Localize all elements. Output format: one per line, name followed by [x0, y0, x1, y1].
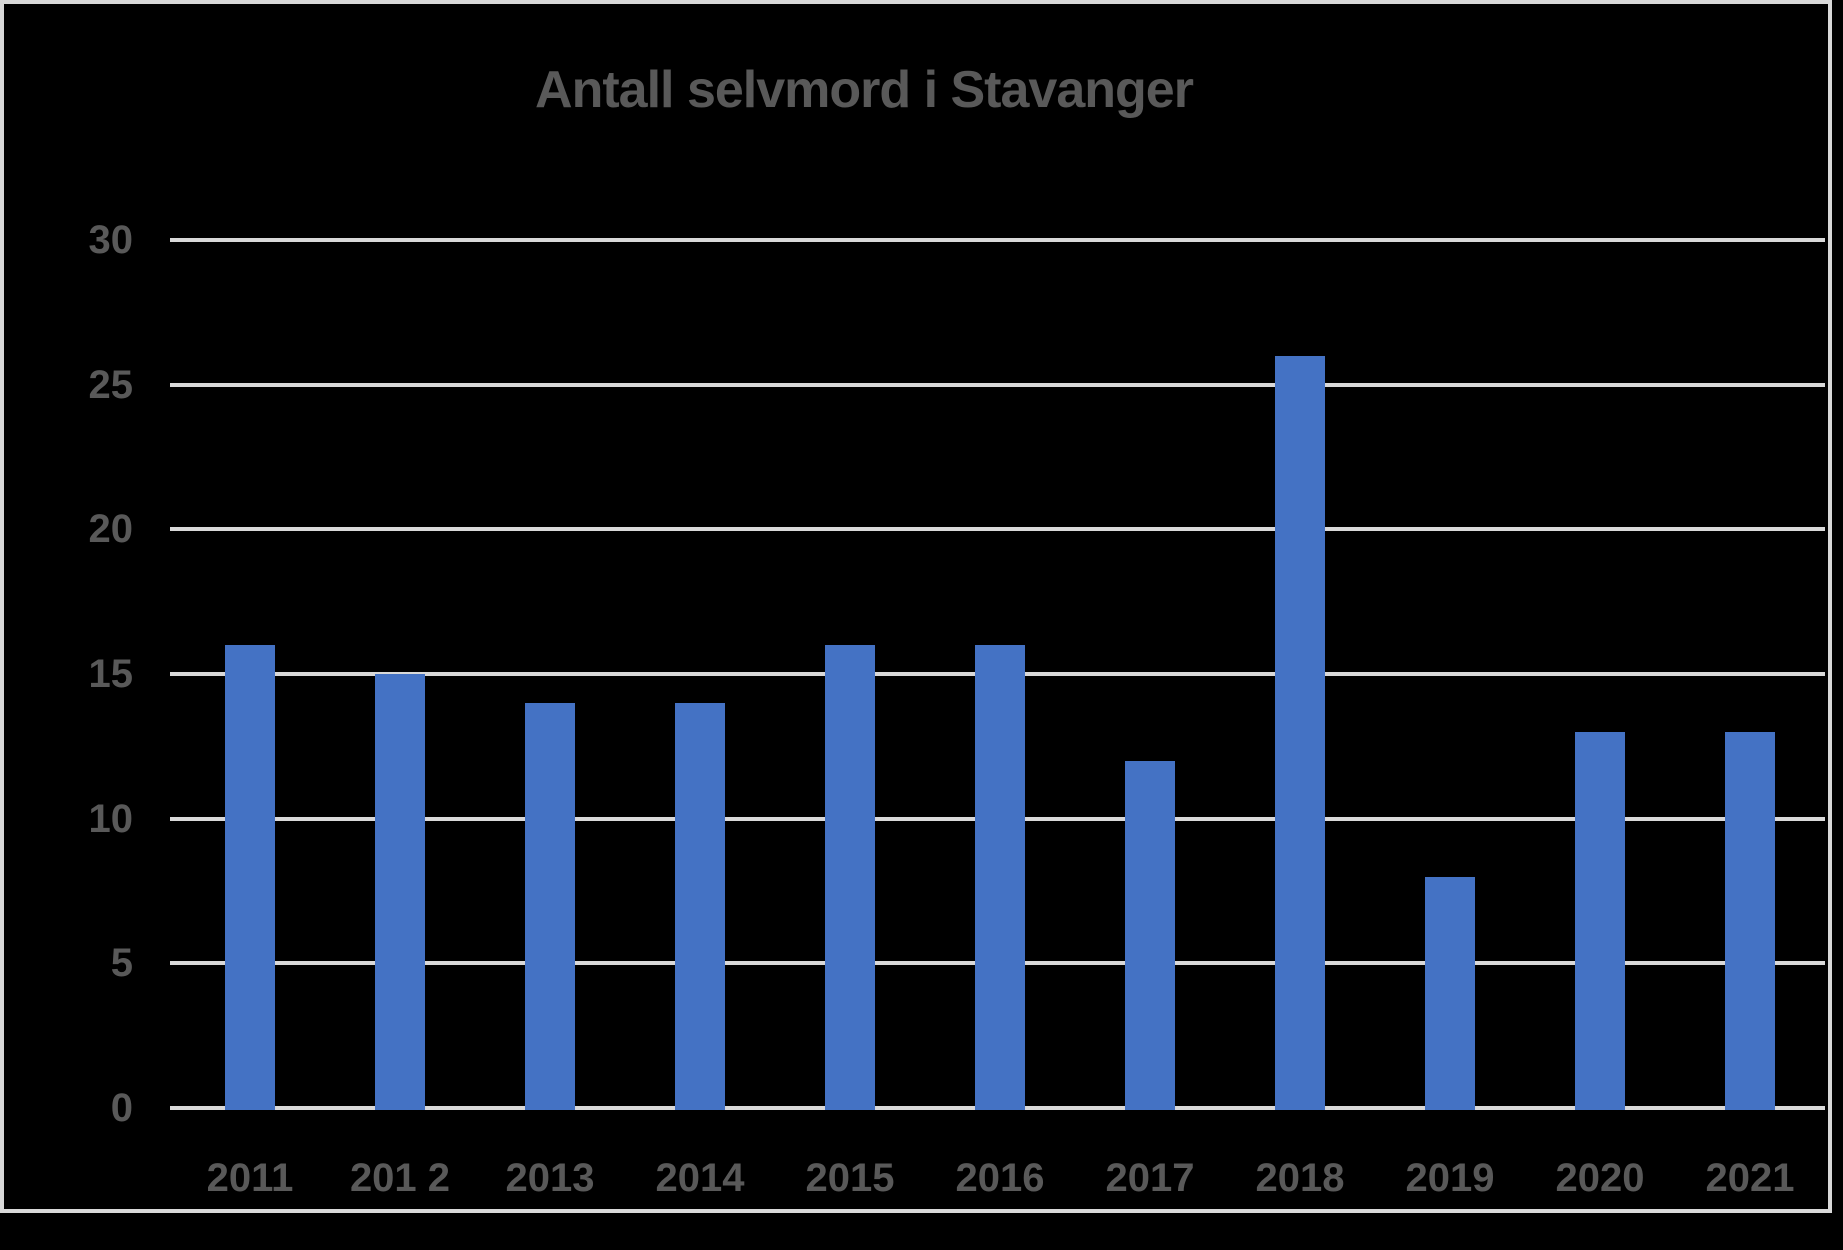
y-axis-tick-label: 0 [110, 1086, 133, 1130]
bar [1575, 731, 1625, 1110]
bar [1125, 760, 1175, 1110]
x-axis-tick-label: 2019 [1405, 1156, 1495, 1200]
y-axis-tick-label: 15 [88, 652, 134, 696]
bar [375, 674, 425, 1110]
x-axis-tick-label: 2015 [805, 1156, 895, 1200]
bar [525, 702, 575, 1110]
x-axis-tick-label: 201 2 [349, 1156, 451, 1200]
x-axis-tick-label: 2013 [505, 1156, 595, 1200]
y-axis-tick-label: 30 [88, 218, 134, 262]
chart-frame [0, 0, 1832, 1213]
bar [1425, 876, 1475, 1110]
x-axis-tick-label: 2011 [206, 1156, 294, 1200]
bar [225, 645, 275, 1110]
x-axis-tick-label: 2017 [1105, 1156, 1195, 1200]
bar [1725, 731, 1775, 1110]
y-axis-tick-label: 25 [88, 362, 134, 407]
gridline [170, 238, 1825, 242]
y-axis-tick-label: 5 [110, 941, 133, 986]
x-axis-tick-label: 2014 [655, 1156, 745, 1200]
x-axis-tick-label: 2021 [1705, 1156, 1795, 1200]
gridline [170, 527, 1825, 532]
gridline [170, 382, 1825, 387]
x-axis-tick-label: 2020 [1555, 1156, 1645, 1200]
x-axis-tick-label: 2016 [955, 1156, 1045, 1200]
bar [1275, 355, 1325, 1110]
bar [975, 645, 1025, 1110]
plot-area [170, 238, 1825, 1110]
chart-title: Antall selvmord i Stavanger [535, 61, 1194, 119]
y-axis-tick-label: 20 [88, 507, 134, 552]
bar [825, 645, 875, 1110]
bar [675, 702, 725, 1110]
y-axis-tick-label: 10 [88, 796, 134, 841]
x-axis-tick-label: 2018 [1255, 1156, 1345, 1200]
